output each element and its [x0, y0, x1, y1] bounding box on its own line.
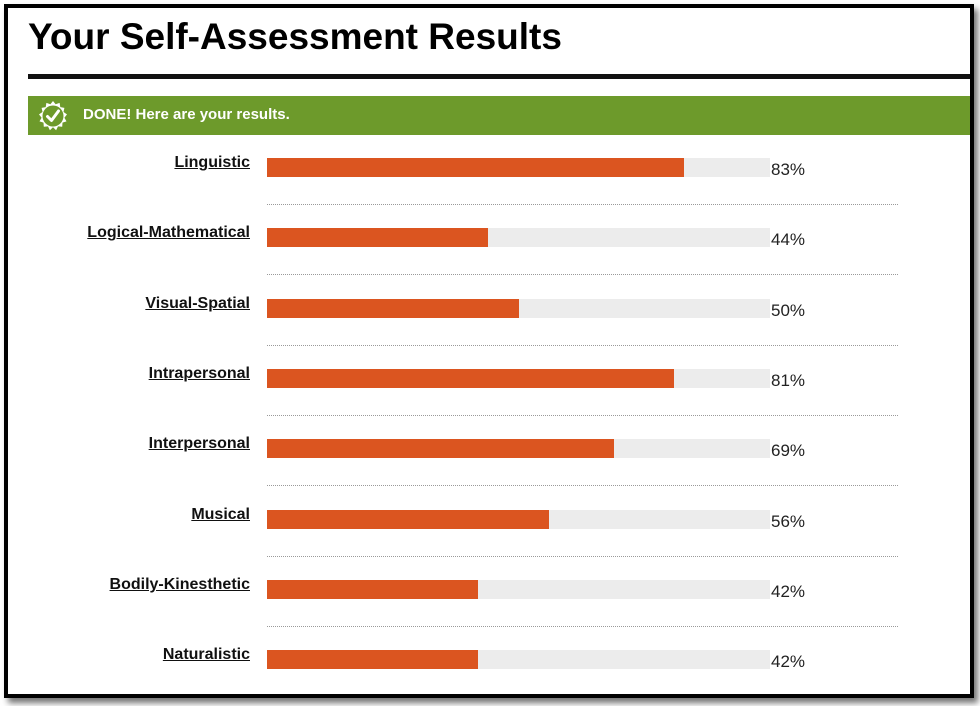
done-message: DONE! Here are your results.	[83, 106, 290, 123]
value-label: 42%	[771, 652, 806, 672]
value-label: 44%	[771, 230, 806, 250]
result-row: Intrapersonal 81%	[8, 365, 970, 435]
bar-fill	[267, 650, 479, 670]
result-row: Linguistic 83%	[8, 154, 970, 224]
result-row: Visual-Spatial 50%	[8, 295, 970, 365]
title-divider	[28, 74, 970, 79]
row-divider	[267, 555, 898, 557]
result-row: Musical 56%	[8, 506, 970, 576]
category-link[interactable]: Linguistic	[174, 154, 250, 171]
category-link[interactable]: Musical	[191, 505, 250, 523]
bar-track	[267, 228, 770, 248]
value-label: 42%	[771, 581, 806, 601]
value-label: 56%	[771, 511, 806, 531]
category-link[interactable]: Bodily-Kinesthetic	[109, 575, 250, 593]
value-label: 69%	[771, 441, 806, 461]
bar-fill	[267, 158, 685, 177]
bar-track	[267, 650, 770, 670]
results-panel: Your Self-Assessment Results DONE! Here …	[4, 4, 974, 698]
bar-track	[267, 579, 770, 599]
page-title: Your Self-Assessment Results	[28, 16, 562, 57]
result-row: Logical-Mathematical 44%	[8, 224, 970, 294]
category-link[interactable]: Visual-Spatial	[145, 294, 250, 312]
bar-track	[267, 439, 770, 459]
result-row: Interpersonal 69%	[8, 435, 970, 505]
bar-fill	[267, 298, 519, 318]
row-divider	[267, 344, 898, 346]
bar-fill	[267, 228, 489, 248]
row-divider	[267, 625, 898, 627]
bar-fill	[267, 439, 615, 459]
category-link[interactable]: Interpersonal	[148, 435, 250, 453]
bar-track	[267, 298, 770, 318]
value-label: 50%	[771, 300, 806, 320]
bar-fill	[267, 368, 675, 388]
results-chart: Linguistic 83% Logical-Mathematical 44% Visu…	[8, 8, 970, 694]
result-row: Naturalistic 42%	[8, 646, 970, 694]
done-banner: DONE! Here are your results.	[28, 96, 970, 135]
bar-track	[267, 509, 770, 529]
row-divider	[267, 414, 898, 416]
category-link[interactable]: Logical-Mathematical	[87, 224, 250, 242]
category-link[interactable]: Naturalistic	[162, 646, 250, 664]
result-row: Bodily-Kinesthetic 42%	[8, 576, 970, 646]
bar-track	[267, 158, 770, 177]
row-divider	[267, 485, 898, 487]
bar-fill	[267, 509, 549, 529]
bar-track	[267, 368, 770, 388]
category-link[interactable]: Intrapersonal	[148, 364, 250, 382]
bar-fill	[267, 579, 479, 599]
value-label: 81%	[771, 370, 806, 390]
check-badge-icon	[39, 101, 67, 131]
row-divider	[267, 274, 898, 276]
value-label: 83%	[771, 160, 806, 179]
row-divider	[267, 204, 898, 205]
